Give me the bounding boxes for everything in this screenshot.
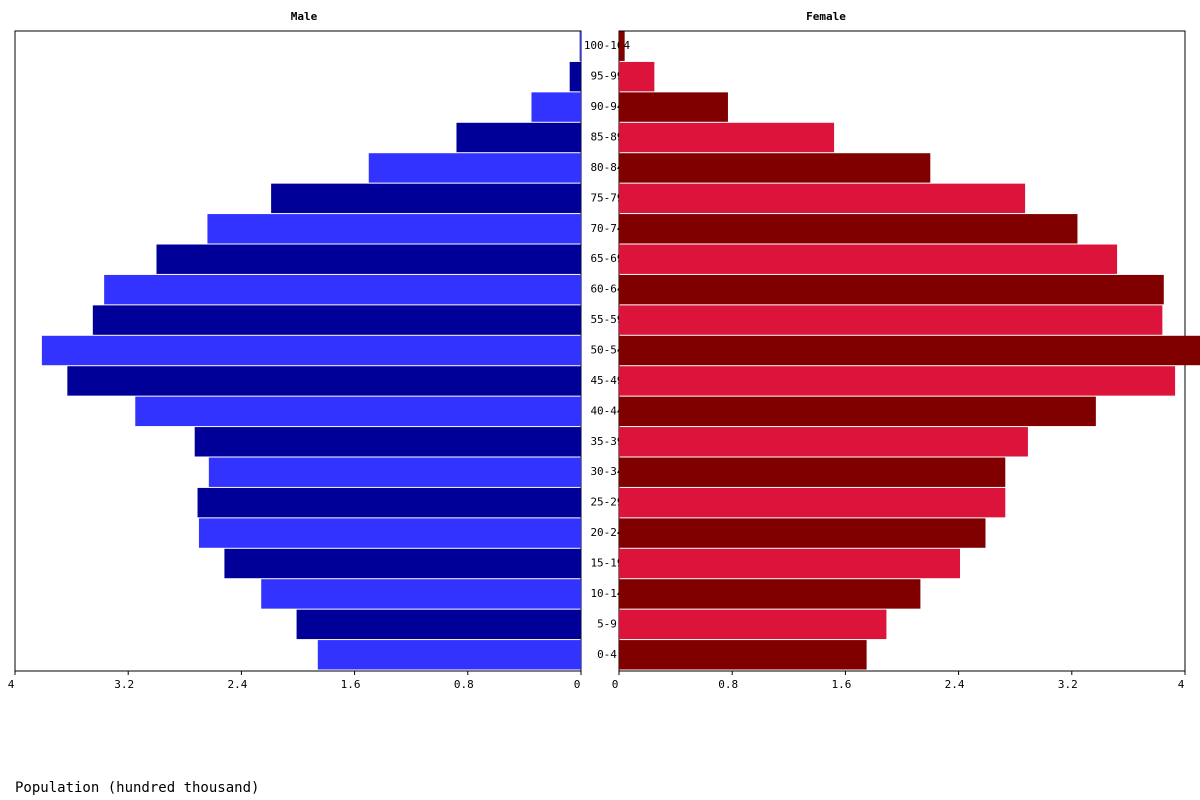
bar: [207, 214, 581, 244]
category-label: 70-74: [590, 222, 623, 235]
x-tick-label: 0: [574, 678, 581, 691]
bar: [619, 122, 835, 153]
bar: [619, 214, 1078, 244]
bar: [619, 92, 728, 122]
category-label: 35-39: [590, 435, 623, 448]
category-label: 80-84: [590, 161, 623, 174]
panel-title: Male: [291, 10, 318, 23]
category-label: 95-99: [590, 70, 623, 83]
category-label: 65-69: [590, 252, 623, 265]
bar: [317, 640, 581, 670]
bar: [619, 31, 625, 61]
bar: [261, 579, 581, 609]
x-tick-label: 1.6: [831, 678, 851, 691]
bar: [619, 579, 921, 609]
x-tick-label: 4: [8, 678, 15, 691]
x-tick-label: 4: [1178, 678, 1185, 691]
category-label: 15-19: [590, 557, 623, 570]
category-label: 30-34: [590, 465, 623, 478]
x-tick-label: 0.8: [718, 678, 738, 691]
category-label: 85-89: [590, 131, 623, 144]
category-label: 60-64: [590, 283, 623, 296]
category-label: 10-14: [590, 587, 623, 600]
category-label: 45-49: [590, 374, 623, 387]
bar: [296, 609, 581, 640]
bar: [198, 518, 581, 548]
bar: [271, 183, 581, 214]
x-tick-label: 2.4: [945, 678, 965, 691]
bar: [67, 366, 582, 396]
bar: [156, 244, 581, 274]
x-axis-label: Population (hundred thousand): [15, 780, 259, 796]
bar: [92, 305, 581, 335]
bar: [619, 61, 655, 92]
bar: [619, 518, 986, 548]
bar: [619, 609, 887, 640]
bar: [41, 335, 581, 366]
category-label: 20-24: [590, 526, 623, 539]
x-tick-label: 3.2: [1058, 678, 1078, 691]
category-label: 100-104: [584, 39, 631, 52]
bar: [619, 548, 961, 579]
bar: [569, 61, 581, 92]
x-tick-label: 0.8: [454, 678, 474, 691]
bar: [619, 305, 1163, 335]
bar: [135, 396, 581, 427]
bar: [368, 153, 581, 183]
panel-title: Female: [806, 10, 846, 23]
category-label: 50-54: [590, 344, 623, 357]
bar: [224, 548, 582, 579]
bar: [619, 366, 1176, 396]
x-tick-label: 3.2: [114, 678, 134, 691]
bar: [456, 122, 581, 153]
bar: [619, 335, 1200, 366]
bar: [579, 31, 581, 61]
category-label: 5-9: [597, 617, 617, 630]
bar: [619, 153, 931, 183]
x-tick-label: 2.4: [227, 678, 247, 691]
category-label: 55-59: [590, 313, 623, 326]
bar: [619, 396, 1096, 427]
bar: [194, 427, 581, 457]
category-label: 75-79: [590, 191, 623, 204]
category-label: 40-44: [590, 404, 623, 417]
category-label: 0-4: [597, 648, 617, 661]
bar: [104, 274, 582, 305]
bar: [619, 457, 1006, 487]
x-tick-label: 0: [612, 678, 619, 691]
bar: [619, 487, 1006, 518]
bar: [197, 487, 581, 518]
bar: [619, 244, 1118, 274]
category-label: 90-94: [590, 100, 623, 113]
category-label: 25-29: [590, 496, 623, 509]
bar: [619, 274, 1164, 305]
bar: [619, 640, 867, 670]
bar: [619, 183, 1026, 214]
bar: [531, 92, 581, 122]
bar: [619, 427, 1028, 457]
x-tick-label: 1.6: [341, 678, 361, 691]
bar: [208, 457, 582, 487]
